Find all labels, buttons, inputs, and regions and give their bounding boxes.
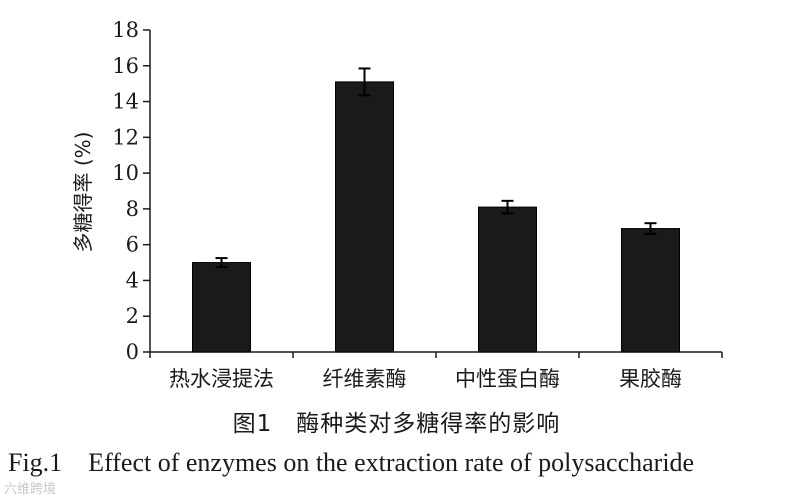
x-category-label: 纤维素酶 bbox=[323, 367, 407, 391]
y-tick-label: 14 bbox=[112, 90, 139, 114]
figure-caption-chinese: 图1 酶种类对多糖得率的影响 bbox=[232, 411, 561, 437]
bar bbox=[192, 262, 251, 353]
y-tick-label: 6 bbox=[126, 233, 139, 257]
y-tick-label: 16 bbox=[112, 54, 139, 78]
bar bbox=[478, 206, 537, 353]
watermark-text: 六维跨境 bbox=[4, 482, 57, 497]
x-category-label: 热水浸提法 bbox=[169, 367, 274, 391]
y-tick-label: 2 bbox=[126, 304, 139, 328]
y-tick-label: 12 bbox=[112, 125, 139, 149]
bar bbox=[621, 228, 680, 353]
y-tick-label: 8 bbox=[126, 197, 139, 221]
figure-caption-english: Fig.1 Effect of enzymes on the extractio… bbox=[8, 448, 695, 477]
x-category-label: 果胶酶 bbox=[619, 367, 682, 391]
y-tick-label: 18 bbox=[112, 18, 139, 42]
x-category-label: 中性蛋白酶 bbox=[455, 367, 560, 391]
y-tick-label: 4 bbox=[126, 268, 139, 292]
y-tick-label: 10 bbox=[112, 161, 139, 185]
bar bbox=[335, 81, 394, 353]
bar-chart: 0 2 4 6 8 10 12 14 16 18 热水浸提法 纤维素酶 中性蛋白酶 果胶酶 多糖得率 (… bbox=[71, 18, 723, 391]
y-tick-label: 0 bbox=[126, 340, 139, 364]
y-axis-label: 多糖得率 (%) bbox=[71, 132, 95, 253]
